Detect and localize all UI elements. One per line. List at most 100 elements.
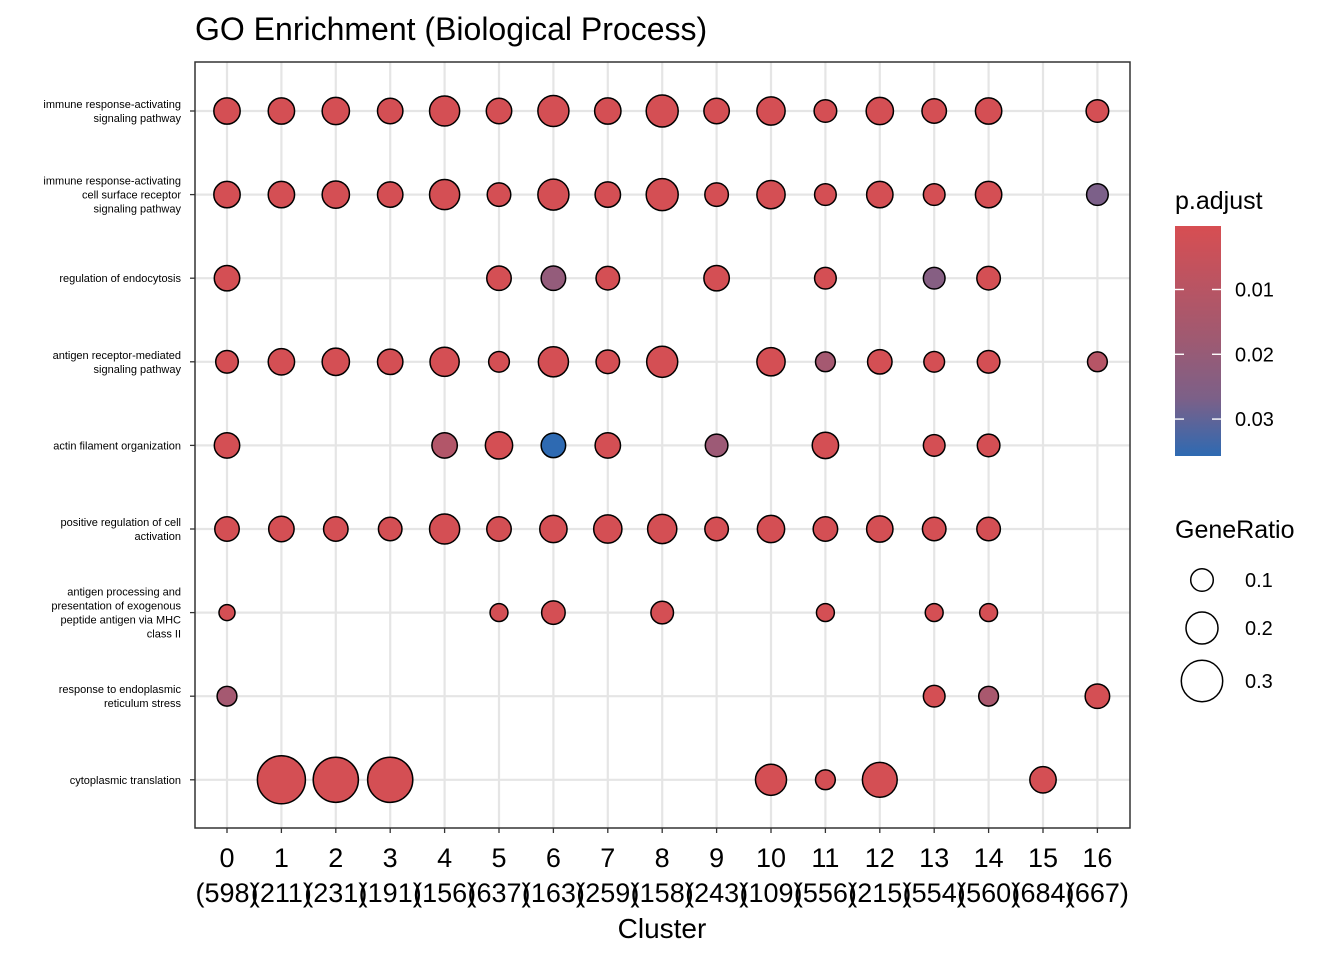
data-point — [267, 180, 296, 209]
color-legend-label: 0.02 — [1235, 344, 1274, 366]
size-legend-title: GeneRatio — [1175, 516, 1295, 544]
y-tick-label-line: cell surface receptor — [82, 190, 181, 202]
data-point — [976, 433, 1001, 458]
y-tick-label-line: activation — [135, 531, 181, 543]
data-point — [646, 513, 678, 545]
data-point — [976, 265, 1002, 291]
x-tick-label: 13 — [919, 843, 949, 873]
x-tick-label: 5 — [491, 843, 506, 873]
data-point — [861, 761, 898, 798]
y-tick-label-line: actin filament organization — [53, 440, 181, 452]
data-point — [376, 97, 404, 125]
size-legend-label: 0.2 — [1245, 618, 1273, 640]
data-point — [645, 345, 679, 379]
size-legend-label: 0.1 — [1245, 570, 1273, 592]
data-point — [218, 603, 236, 622]
x-tick-count: (637) — [467, 878, 530, 908]
x-tick-count: (667) — [1066, 878, 1129, 908]
data-point — [814, 769, 837, 791]
data-point — [922, 266, 946, 290]
data-point — [593, 97, 622, 125]
x-tick-label: 6 — [546, 843, 561, 873]
y-tick-label: positive regulation of cell activation — [61, 517, 181, 543]
data-point — [213, 180, 241, 209]
data-point — [921, 98, 948, 124]
y-tick-label-line: positive regulation of cell — [61, 517, 181, 529]
x-tick-count: (243) — [685, 878, 748, 908]
x-tick-label: 12 — [865, 843, 895, 873]
x-tick-label: 3 — [383, 843, 398, 873]
y-tick-label-line: signaling pathway — [94, 364, 182, 376]
data-point — [923, 350, 946, 373]
data-point — [216, 685, 238, 707]
size-legend-key — [1185, 611, 1219, 645]
x-tick-label: 15 — [1028, 843, 1058, 873]
x-tick-count: (158) — [631, 878, 694, 908]
x-tick-label: 7 — [600, 843, 615, 873]
x-tick-count: (556) — [794, 878, 857, 908]
x-tick-label: 2 — [328, 843, 343, 873]
data-point — [428, 513, 461, 545]
y-tick-label: actin filament organization — [53, 440, 181, 452]
y-tick-label-line: antigen processing and — [67, 587, 181, 599]
data-point — [978, 602, 999, 623]
data-point — [267, 97, 296, 125]
data-point — [267, 515, 295, 543]
x-tick-count: (156) — [413, 878, 476, 908]
data-point — [376, 348, 404, 376]
data-point — [366, 756, 414, 804]
data-point — [537, 345, 570, 378]
data-point — [539, 514, 568, 544]
data-point — [703, 264, 731, 292]
x-axis-title: Cluster — [618, 913, 707, 944]
y-tick-label-line: regulation of endocytosis — [59, 273, 181, 285]
data-point — [428, 178, 461, 211]
data-point — [811, 431, 840, 460]
y-tick-label: antigen processing and presentation of ex… — [51, 587, 181, 641]
data-point — [645, 94, 679, 128]
data-point — [756, 514, 786, 544]
size-legend-key — [1189, 567, 1215, 593]
data-point — [813, 266, 837, 290]
x-tick-count: (215) — [848, 878, 911, 908]
data-point — [865, 180, 894, 209]
data-point — [256, 755, 307, 805]
data-point — [540, 432, 567, 459]
data-point — [213, 431, 241, 459]
data-point — [704, 182, 730, 208]
data-point — [489, 602, 509, 623]
data-point — [487, 350, 511, 373]
data-point — [537, 94, 570, 128]
data-point — [974, 97, 1003, 125]
size-legend-label: 0.3 — [1245, 671, 1273, 693]
y-tick-label: regulation of endocytosis — [59, 273, 181, 285]
data-point — [321, 180, 351, 209]
y-tick-label-line: presentation of exogenous — [51, 601, 181, 613]
data-point — [537, 178, 570, 211]
data-point — [922, 684, 946, 708]
data-point — [756, 96, 786, 126]
data-point — [976, 349, 1001, 374]
x-tick-count: (211) — [251, 878, 312, 908]
data-point — [213, 97, 241, 125]
x-tick-label: 10 — [756, 843, 786, 873]
data-point — [485, 97, 513, 125]
data-point — [592, 514, 623, 544]
x-tick-count: (598) — [195, 878, 258, 908]
x-tick-count: (684) — [1011, 878, 1074, 908]
data-point — [1084, 683, 1111, 710]
x-tick-count: (259) — [576, 878, 639, 908]
data-point — [540, 265, 567, 292]
x-tick-label: 4 — [437, 843, 452, 873]
x-tick-count: (231) — [304, 878, 367, 908]
data-point — [214, 516, 240, 542]
x-tick-label: 14 — [974, 843, 1004, 873]
data-point — [540, 600, 566, 626]
data-point — [594, 181, 622, 209]
color-legend-label: 0.03 — [1235, 409, 1274, 431]
x-tick-label: 16 — [1082, 843, 1112, 873]
data-point — [486, 516, 512, 542]
plot-area: immune response-activating signaling path… — [43, 61, 1131, 908]
data-point — [754, 763, 788, 797]
x-tick-count: (554) — [903, 878, 966, 908]
